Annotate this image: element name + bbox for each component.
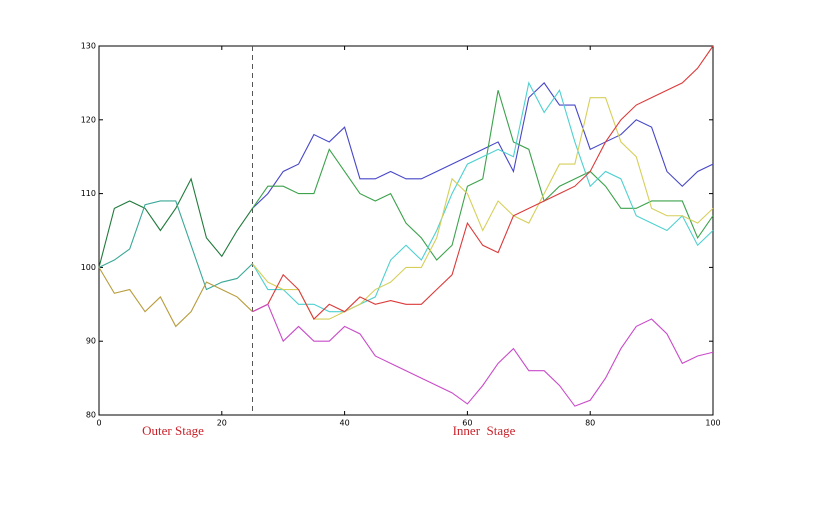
y-tick-label: 120 <box>81 115 96 124</box>
y-tick-label: 90 <box>86 337 96 346</box>
x-tick-label: 0 <box>96 419 101 428</box>
y-tick-label: 130 <box>81 42 96 51</box>
x-tick-label: 20 <box>217 419 227 428</box>
stage-label: Inner Stage <box>453 423 516 438</box>
x-tick-label: 100 <box>705 419 720 428</box>
x-tick-label: 60 <box>462 419 472 428</box>
series-line <box>252 81 714 313</box>
plot-frame <box>98 45 714 416</box>
series-line <box>252 90 714 261</box>
series-line <box>252 82 714 209</box>
series-line <box>98 267 253 328</box>
y-tick-label: 100 <box>81 263 96 272</box>
x-tick-label: 40 <box>340 419 350 428</box>
stage-label: Outer Stage <box>142 423 204 438</box>
series-line <box>252 97 714 320</box>
x-tick-label: 80 <box>585 419 595 428</box>
series-line <box>98 177 253 268</box>
series-line <box>98 200 253 291</box>
y-tick-label: 80 <box>86 411 96 420</box>
series-line <box>252 303 714 407</box>
series-line <box>252 45 714 320</box>
y-tick-label: 110 <box>81 189 96 198</box>
